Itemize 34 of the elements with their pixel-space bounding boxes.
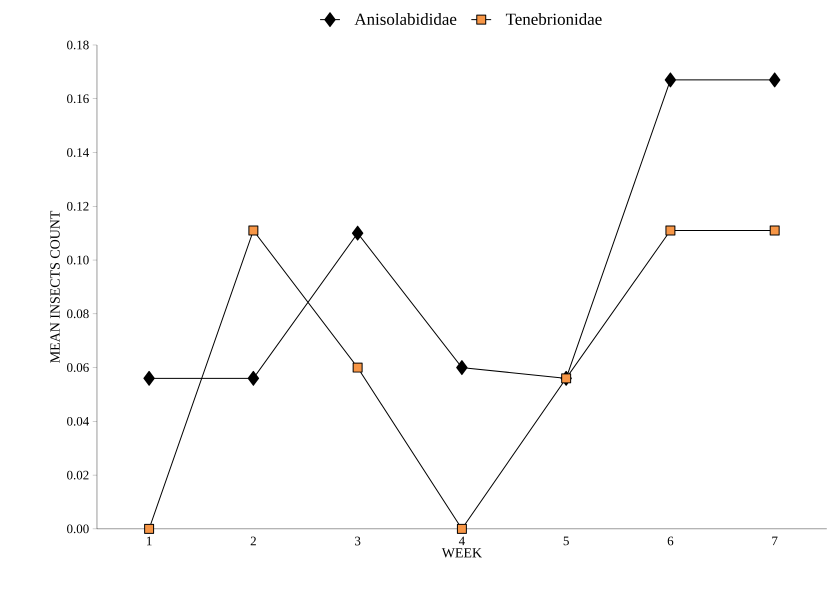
y-tick-label: 0.06 [67,363,89,372]
y-tick-label: 0.00 [67,524,89,534]
point [143,370,155,386]
point [352,362,363,373]
y-tick-label: 0.08 [67,309,89,318]
x-tick-label: 5 [564,536,569,546]
y-tick-label: 0.18 [67,40,89,50]
point [768,72,780,88]
point [352,226,364,241]
x-axis-title: WEEK [442,548,482,558]
point [456,360,468,376]
y-tick-label: 0.10 [67,256,89,265]
y-tick-label: 0.04 [67,417,90,426]
x-tick-label: 6 [668,536,674,546]
point [248,226,258,236]
point [144,524,154,534]
x-tick-label: 7 [772,536,778,546]
y-tick-label: 0.14 [67,148,90,157]
x-tick-label: 1 [147,536,152,546]
point [456,524,467,534]
y-tick-label: 0.12 [67,202,88,211]
legend-label: Tenebrionidae [506,13,602,26]
x-tick-label: 4 [458,536,465,546]
point [561,373,572,384]
y-axis-title: MEAN INSECTS COUNT [50,210,60,363]
point [248,370,260,386]
y-tick-label: 0.02 [67,470,88,480]
point [665,226,676,236]
point [770,226,780,236]
x-tick-label: 2 [250,536,256,546]
legend-label: Anisolabididae [354,13,456,26]
y-tick-label: 0.16 [67,94,89,104]
x-tick-label: 3 [355,536,360,546]
point [664,72,676,88]
